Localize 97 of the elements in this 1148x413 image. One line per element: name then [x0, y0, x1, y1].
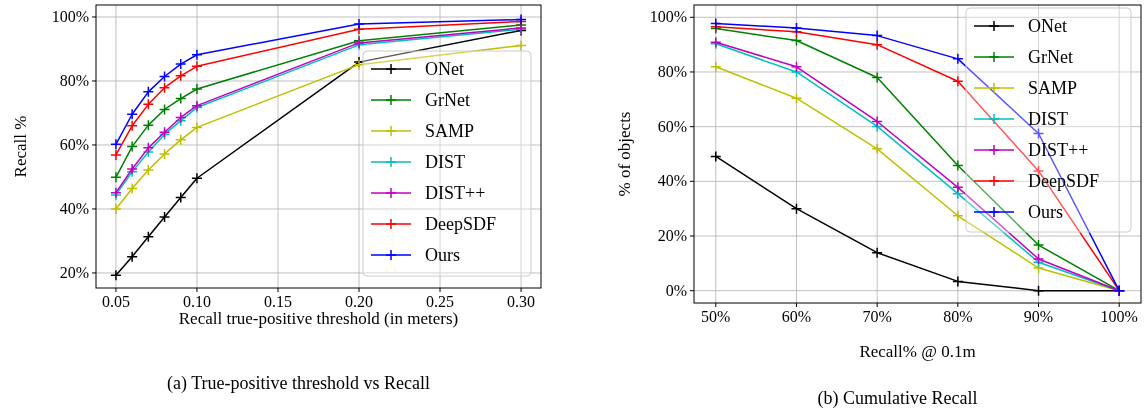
point — [952, 275, 964, 288]
point — [126, 108, 138, 121]
x-tick-label: 80% — [943, 308, 973, 325]
point — [175, 92, 187, 105]
point — [191, 172, 203, 185]
legend-label: ONet — [1028, 16, 1067, 36]
point — [110, 138, 122, 151]
point — [871, 246, 883, 259]
point — [952, 181, 964, 194]
y-tick-label: 80% — [59, 71, 89, 89]
point — [1032, 239, 1045, 251]
point — [158, 70, 171, 83]
point — [142, 86, 155, 98]
point — [353, 18, 365, 30]
point — [710, 150, 722, 163]
legend-label: GrNet — [425, 90, 470, 110]
point — [952, 210, 964, 222]
point — [110, 269, 122, 281]
y-tick-label: 0% — [665, 281, 687, 299]
y-tick-label: 100% — [649, 8, 687, 26]
point — [871, 38, 883, 51]
legend-label: DeepSDF — [425, 214, 496, 234]
point — [110, 171, 122, 184]
point — [158, 148, 171, 160]
x-tick-label: 0.15 — [263, 293, 292, 310]
y-tick-label: 20% — [59, 263, 89, 281]
point — [710, 61, 722, 73]
legend-label: SAMP — [425, 121, 475, 141]
x-tick-label: 100% — [1100, 308, 1138, 325]
point — [871, 71, 883, 84]
legend-label: DIST — [425, 152, 465, 172]
y-tick-label: 80% — [657, 62, 687, 80]
text: (a) True-positive threshold vs Recall — [167, 373, 430, 394]
point — [191, 49, 203, 61]
point — [126, 250, 138, 263]
point — [191, 121, 203, 134]
legend-label: Ours — [1028, 202, 1063, 222]
point — [191, 60, 203, 73]
x-axis-title: Recall% @ 0.1m — [859, 342, 976, 361]
point — [871, 143, 883, 155]
point — [175, 70, 187, 82]
y-axis-title: % of objects — [615, 111, 634, 197]
point — [790, 92, 803, 104]
point — [952, 75, 964, 88]
x-tick-label: 70% — [862, 308, 892, 325]
y-tick-label: 60% — [59, 135, 89, 153]
x-tick-label: 90% — [1023, 308, 1054, 325]
point — [126, 140, 138, 153]
x-tick-label: 0.25 — [426, 293, 455, 310]
point — [110, 149, 122, 161]
point — [142, 142, 155, 154]
point — [126, 120, 138, 132]
point — [142, 98, 155, 111]
point — [158, 81, 171, 94]
point — [790, 61, 803, 73]
point — [158, 103, 171, 116]
point — [952, 53, 964, 65]
point — [790, 22, 803, 34]
y-tick-label: 40% — [657, 172, 687, 190]
point — [142, 164, 155, 176]
x-tick-label: 0.10 — [182, 293, 211, 310]
point — [142, 119, 155, 131]
point — [175, 191, 187, 204]
point — [710, 17, 722, 30]
x-tick-label: 50% — [701, 308, 731, 325]
point — [191, 83, 203, 95]
point — [1032, 127, 1045, 140]
legend-label: SAMP — [1028, 78, 1078, 98]
x-tick-label: 60% — [781, 308, 812, 325]
legend-label: DIST — [1028, 109, 1068, 129]
point — [790, 34, 803, 47]
y-tick-label: 100% — [51, 8, 89, 25]
y-tick-label: 40% — [59, 199, 89, 217]
x-tick-label: 0.05 — [101, 293, 130, 310]
y-tick-label: 60% — [657, 117, 687, 135]
point — [790, 202, 803, 215]
point — [142, 231, 155, 243]
point — [871, 29, 883, 42]
legend-label: GrNet — [1028, 47, 1073, 67]
point — [110, 203, 122, 215]
point — [126, 182, 138, 195]
y-tick-label: 20% — [657, 227, 687, 245]
text: (b) Cumulative Recall — [817, 388, 978, 409]
point — [871, 115, 883, 128]
x-axis-title: Recall true-positive threshold (in meters) — [178, 309, 459, 328]
x-tick-label: 0.30 — [507, 293, 536, 310]
point — [515, 39, 527, 52]
x-tick-label: 0.20 — [345, 293, 374, 310]
legend-label: ONet — [425, 59, 464, 79]
point — [158, 211, 171, 223]
point — [175, 58, 187, 70]
legend-label: DIST++ — [425, 183, 486, 203]
y-axis-title: Recall % — [11, 115, 30, 178]
legend-label: Ours — [425, 245, 460, 265]
point — [1032, 284, 1045, 297]
point — [952, 159, 964, 172]
point — [175, 134, 187, 146]
